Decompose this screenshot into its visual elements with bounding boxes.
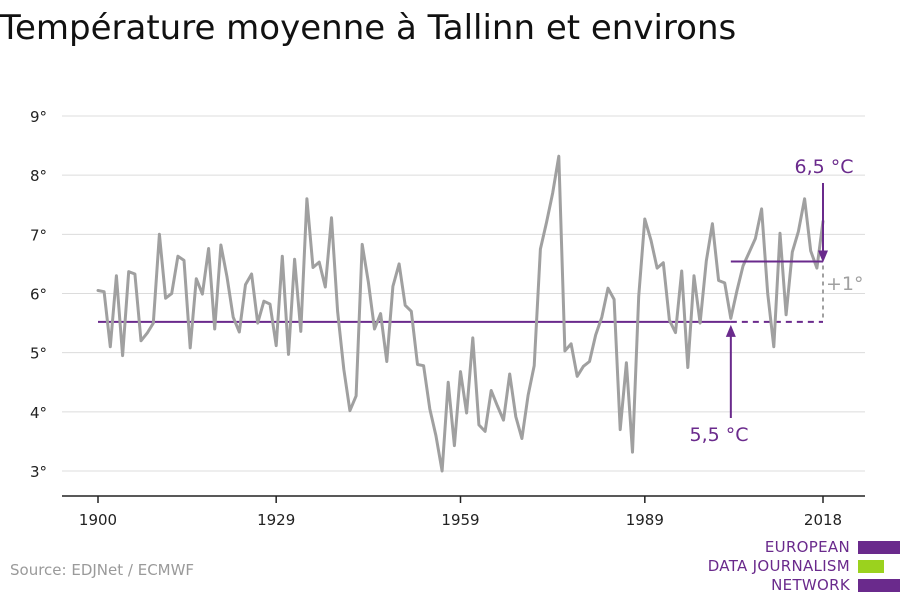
x-axis: 1900 1929 1959 1989 2018 — [62, 495, 865, 529]
difference-label: +1° — [826, 273, 864, 295]
edjnet-logo: EUROPEAN DATA JOURNALISM NETWORK — [700, 538, 900, 596]
x-tick-label: 1989 — [626, 511, 664, 529]
y-tick-label: 4° — [30, 404, 47, 422]
y-tick-label: 5° — [30, 345, 47, 363]
chart-title: Température moyenne à Tallinn et environ… — [0, 8, 737, 48]
logo-bar-middle — [858, 560, 884, 573]
source-note: Source: EDJNet / ECMWF — [10, 561, 195, 579]
x-tick-label: 1900 — [79, 511, 117, 529]
y-tick-label: 7° — [30, 226, 47, 244]
series-line-temperature — [96, 154, 825, 473]
y-axis-labels: 3° 4° 5° 6° 7° 8° 9° — [30, 108, 47, 481]
recent-average-label: 6,5 °C — [794, 156, 853, 178]
y-tick-label: 8° — [30, 167, 47, 185]
y-tick-label: 3° — [30, 463, 47, 481]
y-tick-label: 6° — [30, 286, 47, 304]
x-tick-label: 1959 — [441, 511, 479, 529]
series-layer — [96, 154, 825, 473]
x-tick-label: 2018 — [804, 511, 842, 529]
grid-lines — [62, 115, 865, 472]
baseline-label: 5,5 °C — [689, 424, 748, 446]
logo-bar-top — [858, 541, 900, 554]
baseline-arrow-head — [725, 324, 736, 337]
logo-line-network: NETWORK — [771, 576, 850, 594]
logo-line-data-journalism: DATA JOURNALISM — [707, 557, 850, 575]
y-tick-label: 9° — [30, 108, 47, 126]
logo-line-european: EUROPEAN — [764, 538, 850, 556]
x-tick-label: 1929 — [257, 511, 295, 529]
recent-arrow-head — [818, 250, 828, 263]
baseline-annotation — [98, 320, 823, 418]
logo-bar-bottom — [858, 579, 900, 592]
recent-average-annotation — [730, 183, 828, 320]
